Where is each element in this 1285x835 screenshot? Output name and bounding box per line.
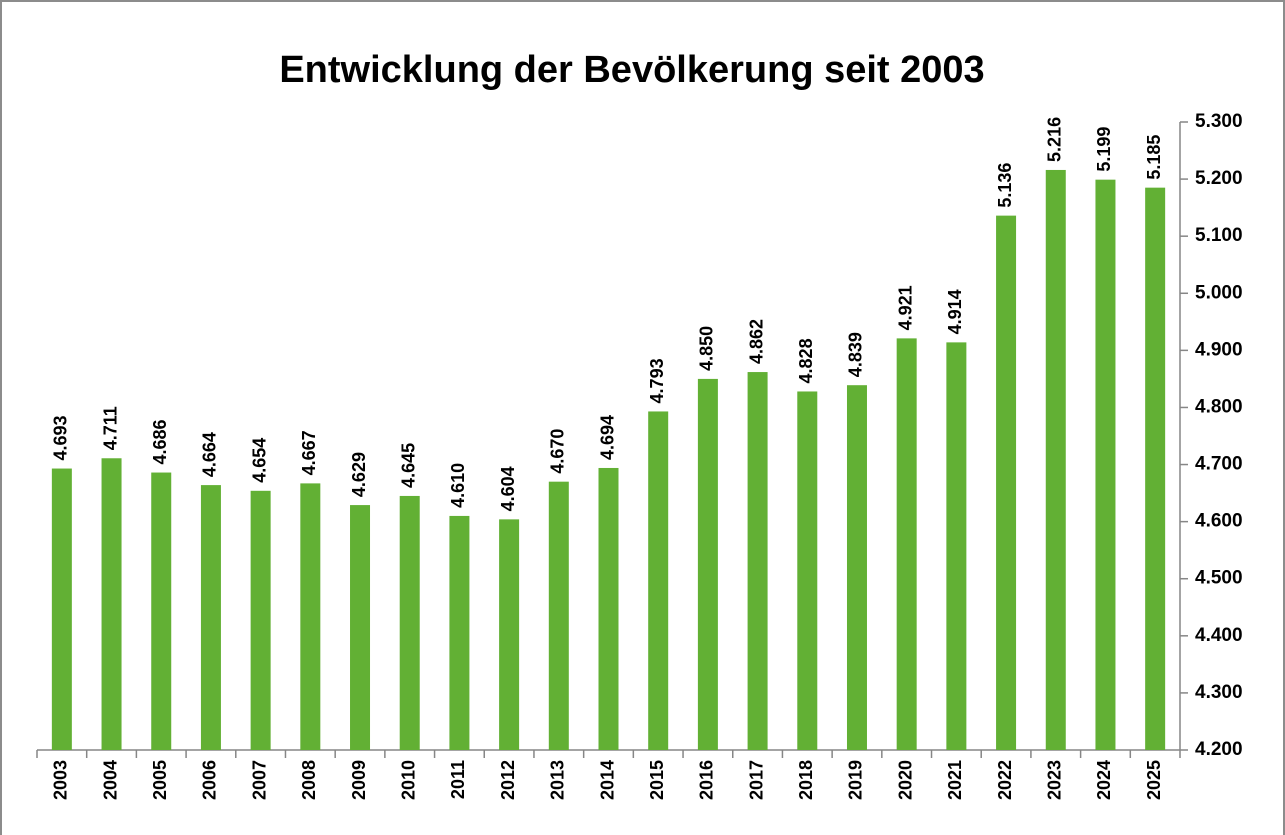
value-label: 5.136 — [995, 163, 1015, 208]
y-tick-label: 4.500 — [1195, 568, 1243, 589]
value-label: 4.670 — [548, 429, 568, 474]
value-label: 4.828 — [796, 338, 816, 383]
value-label: 5.185 — [1144, 135, 1164, 180]
y-tick-label: 5.300 — [1195, 111, 1243, 132]
y-tick-label: 4.300 — [1195, 682, 1243, 703]
value-label: 4.793 — [647, 358, 667, 403]
value-label: 4.686 — [150, 419, 170, 464]
bar — [350, 505, 371, 750]
bar — [797, 391, 818, 750]
bar — [747, 372, 768, 750]
x-tick-label: 2016 — [697, 760, 717, 800]
value-label: 4.694 — [597, 415, 617, 460]
bar — [598, 467, 619, 750]
bar — [648, 411, 669, 750]
x-tick-label: 2025 — [1144, 760, 1164, 800]
x-tick-label: 2004 — [100, 760, 120, 800]
y-tick-label: 4.600 — [1195, 511, 1243, 532]
bar — [51, 468, 72, 750]
y-tick-label: 5.000 — [1195, 282, 1243, 303]
y-tick-label: 5.200 — [1195, 168, 1243, 189]
bar — [250, 490, 271, 750]
bar — [151, 472, 172, 750]
y-tick-label: 4.800 — [1195, 396, 1243, 417]
y-tick-label: 4.700 — [1195, 454, 1243, 475]
bar — [896, 338, 917, 750]
bar — [449, 515, 470, 750]
value-label: 4.664 — [200, 432, 220, 477]
x-tick-label: 2012 — [498, 760, 518, 800]
y-tick-label: 4.400 — [1195, 625, 1243, 646]
value-label: 4.645 — [398, 443, 418, 488]
value-label: 5.199 — [1094, 127, 1114, 172]
value-label: 5.216 — [1045, 117, 1065, 162]
value-label: 4.711 — [100, 406, 120, 450]
bar — [1045, 169, 1066, 750]
x-tick-label: 2011 — [448, 760, 468, 799]
bar — [1145, 187, 1166, 750]
value-label: 4.850 — [697, 326, 717, 371]
x-tick-label: 2009 — [349, 760, 369, 800]
x-tick-label: 2022 — [995, 760, 1015, 800]
x-tick-label: 2013 — [548, 760, 568, 800]
y-tick-label: 5.100 — [1195, 225, 1243, 246]
value-label: 4.604 — [498, 466, 518, 511]
x-tick-label: 2008 — [299, 760, 319, 800]
bar — [697, 378, 718, 750]
bar — [101, 458, 122, 750]
bar — [499, 519, 520, 750]
value-label: 4.693 — [51, 415, 71, 460]
x-tick-label: 2010 — [398, 760, 418, 800]
x-tick-label: 2021 — [945, 760, 965, 800]
x-tick-label: 2006 — [200, 760, 220, 800]
value-label: 4.654 — [249, 438, 269, 483]
x-tick-label: 2005 — [150, 760, 170, 800]
x-tick-label: 2007 — [249, 760, 269, 800]
x-tick-label: 2019 — [846, 760, 866, 800]
x-tick-label: 2023 — [1045, 760, 1065, 800]
bar — [300, 483, 321, 750]
value-label: 4.610 — [448, 463, 468, 508]
x-tick-label: 2020 — [895, 760, 915, 800]
x-tick-label: 2024 — [1094, 760, 1114, 800]
x-tick-label: 2015 — [647, 760, 667, 800]
x-tick-label: 2017 — [746, 760, 766, 800]
bar — [996, 215, 1017, 750]
bar — [548, 481, 569, 750]
x-tick-label: 2018 — [796, 760, 816, 800]
x-tick-label: 2003 — [51, 760, 71, 800]
value-label: 4.667 — [299, 430, 319, 475]
value-label: 4.839 — [846, 332, 866, 377]
value-label: 4.629 — [349, 452, 369, 497]
y-tick-label: 4.200 — [1195, 739, 1243, 760]
bar — [399, 495, 420, 750]
bar — [200, 485, 221, 750]
bar — [1095, 179, 1116, 751]
value-label: 4.914 — [945, 289, 965, 334]
bar — [846, 385, 867, 750]
bar — [946, 342, 967, 750]
value-label: 4.921 — [895, 285, 915, 330]
value-label: 4.862 — [746, 319, 766, 364]
x-tick-label: 2014 — [597, 760, 617, 800]
chart-title: Entwicklung der Bevölkerung seit 2003 — [279, 49, 984, 91]
y-tick-label: 4.900 — [1195, 339, 1243, 360]
